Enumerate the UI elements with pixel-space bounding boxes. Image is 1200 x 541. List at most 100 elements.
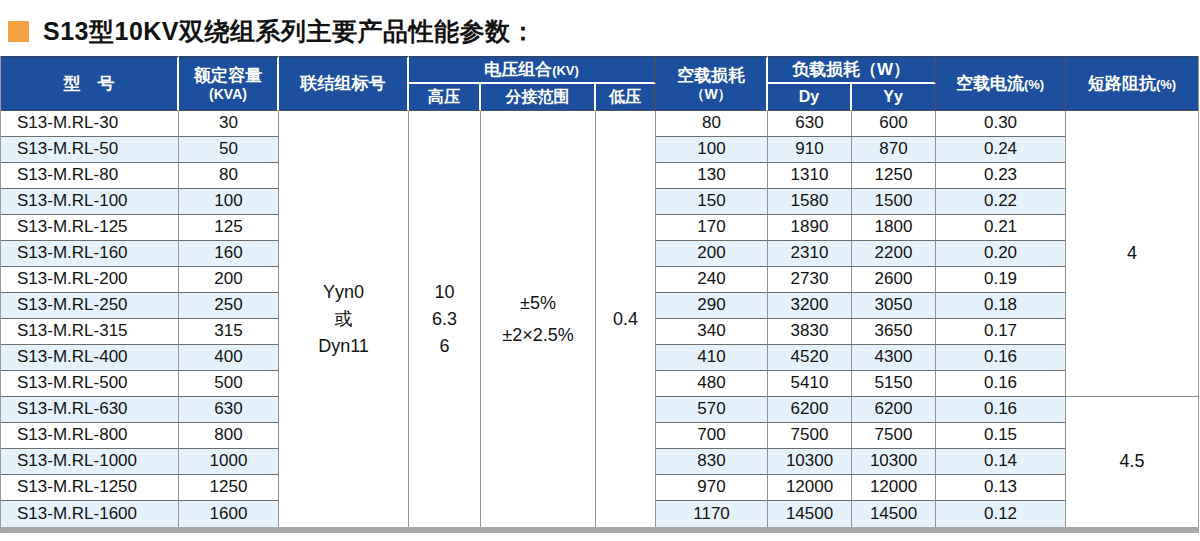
col-header-tap-range: 分接范围 <box>481 84 596 111</box>
page-title-row: S13型10KV双绕组系列主要产品性能参数： <box>0 0 1200 51</box>
noload-current-cell: 0.23 <box>936 163 1066 189</box>
model-cell: S13-M.RL-250 <box>1 293 179 319</box>
noload-current-cell: 0.30 <box>936 111 1066 137</box>
spec-table: 型 号 额定容量 (KVA) 联结组标号 电压组合(KV) 空载损耗 （W） 负 <box>0 56 1199 533</box>
capacity-cell: 50 <box>179 137 279 163</box>
col-header-impedance: 短路阻抗(%) <box>1066 56 1198 111</box>
capacity-cell: 100 <box>179 189 279 215</box>
yy-loss-cell: 4300 <box>852 345 936 371</box>
model-cell: S13-M.RL-400 <box>1 345 179 371</box>
noload-loss-cell: 80 <box>656 111 768 137</box>
noload-current-cell: 0.17 <box>936 319 1066 345</box>
noload-loss-cell: 570 <box>656 397 768 423</box>
noload-loss-cell: 340 <box>656 319 768 345</box>
col-header-lv: 低压 <box>596 84 656 111</box>
noload-current-cell: 0.24 <box>936 137 1066 163</box>
dy-loss-cell: 2310 <box>768 241 852 267</box>
noload-current-cell: 0.13 <box>936 475 1066 501</box>
capacity-cell: 1250 <box>179 475 279 501</box>
noload-current-cell: 0.19 <box>936 267 1066 293</box>
noload-current-cell: 0.18 <box>936 293 1066 319</box>
page: S13型10KV双绕组系列主要产品性能参数： 型 号 额定容量 (KVA) 联结… <box>0 0 1200 533</box>
noload-current-cell: 0.15 <box>936 423 1066 449</box>
noload-loss-cell: 100 <box>656 137 768 163</box>
table-body: S13-M.RL-3030Yyn0或Dyn11106.36±5%±2×2.5%0… <box>1 111 1198 527</box>
model-cell: S13-M.RL-800 <box>1 423 179 449</box>
model-cell: S13-M.RL-80 <box>1 163 179 189</box>
yy-loss-cell: 2600 <box>852 267 936 293</box>
col-header-voltage-group: 电压组合(KV) <box>409 56 656 84</box>
dy-loss-cell: 3200 <box>768 293 852 319</box>
col-header-load-loss: 负载损耗（W） <box>768 56 936 84</box>
noload-current-cell: 0.21 <box>936 215 1066 241</box>
capacity-cell: 80 <box>179 163 279 189</box>
col-header-model: 型 号 <box>1 56 179 111</box>
yy-loss-cell: 2200 <box>852 241 936 267</box>
model-cell: S13-M.RL-50 <box>1 137 179 163</box>
dy-loss-cell: 1310 <box>768 163 852 189</box>
capacity-cell: 400 <box>179 345 279 371</box>
noload-loss-cell: 200 <box>656 241 768 267</box>
yy-loss-cell: 600 <box>852 111 936 137</box>
dy-loss-cell: 14500 <box>768 501 852 527</box>
capacity-cell: 800 <box>179 423 279 449</box>
noload-current-cell: 0.16 <box>936 397 1066 423</box>
model-cell: S13-M.RL-200 <box>1 267 179 293</box>
dy-loss-cell: 6200 <box>768 397 852 423</box>
model-cell: S13-M.RL-100 <box>1 189 179 215</box>
dy-loss-cell: 5410 <box>768 371 852 397</box>
noload-current-cell: 0.16 <box>936 371 1066 397</box>
col-header-dy: Dy <box>768 84 852 111</box>
noload-loss-cell: 170 <box>656 215 768 241</box>
yy-loss-cell: 5150 <box>852 371 936 397</box>
table-row: S13-M.RL-3030Yyn0或Dyn11106.36±5%±2×2.5%0… <box>1 111 1198 137</box>
capacity-cell: 630 <box>179 397 279 423</box>
yy-loss-cell: 7500 <box>852 423 936 449</box>
noload-loss-cell: 480 <box>656 371 768 397</box>
yy-loss-cell: 3050 <box>852 293 936 319</box>
header-row-1: 型 号 额定容量 (KVA) 联结组标号 电压组合(KV) 空载损耗 （W） 负 <box>1 56 1198 84</box>
model-cell: S13-M.RL-160 <box>1 241 179 267</box>
noload-loss-cell: 130 <box>656 163 768 189</box>
connection-cell: Yyn0或Dyn11 <box>279 111 409 527</box>
noload-current-cell: 0.22 <box>936 189 1066 215</box>
yy-loss-cell: 12000 <box>852 475 936 501</box>
impedance-cell: 4.5 <box>1066 397 1198 527</box>
col-header-yy: Yy <box>852 84 936 111</box>
col-header-connection: 联结组标号 <box>279 56 409 111</box>
yy-loss-cell: 1500 <box>852 189 936 215</box>
lv-cell: 0.4 <box>596 111 656 527</box>
dy-loss-cell: 1580 <box>768 189 852 215</box>
yy-loss-cell: 6200 <box>852 397 936 423</box>
noload-current-cell: 0.16 <box>936 345 1066 371</box>
dy-loss-cell: 630 <box>768 111 852 137</box>
col-header-noload-loss: 空载损耗 （W） <box>656 56 768 111</box>
dy-loss-cell: 10300 <box>768 449 852 475</box>
yy-loss-cell: 870 <box>852 137 936 163</box>
dy-loss-cell: 2730 <box>768 267 852 293</box>
yy-loss-cell: 10300 <box>852 449 936 475</box>
yy-loss-cell: 3650 <box>852 319 936 345</box>
tap-range-cell: ±5%±2×2.5% <box>481 111 596 527</box>
model-cell: S13-M.RL-1000 <box>1 449 179 475</box>
capacity-cell: 315 <box>179 319 279 345</box>
dy-loss-cell: 7500 <box>768 423 852 449</box>
noload-loss-cell: 1170 <box>656 501 768 527</box>
noload-loss-cell: 830 <box>656 449 768 475</box>
yy-loss-cell: 1800 <box>852 215 936 241</box>
noload-loss-cell: 150 <box>656 189 768 215</box>
dy-loss-cell: 3830 <box>768 319 852 345</box>
noload-loss-cell: 290 <box>656 293 768 319</box>
dy-loss-cell: 1890 <box>768 215 852 241</box>
noload-loss-cell: 410 <box>656 345 768 371</box>
col-header-hv: 高压 <box>409 84 481 111</box>
model-cell: S13-M.RL-500 <box>1 371 179 397</box>
capacity-cell: 500 <box>179 371 279 397</box>
dy-loss-cell: 12000 <box>768 475 852 501</box>
model-cell: S13-M.RL-1250 <box>1 475 179 501</box>
capacity-cell: 250 <box>179 293 279 319</box>
capacity-cell: 1000 <box>179 449 279 475</box>
noload-loss-cell: 240 <box>656 267 768 293</box>
page-title: S13型10KV双绕组系列主要产品性能参数： <box>43 15 536 48</box>
col-header-noload-current: 空载电流(%) <box>936 56 1066 111</box>
